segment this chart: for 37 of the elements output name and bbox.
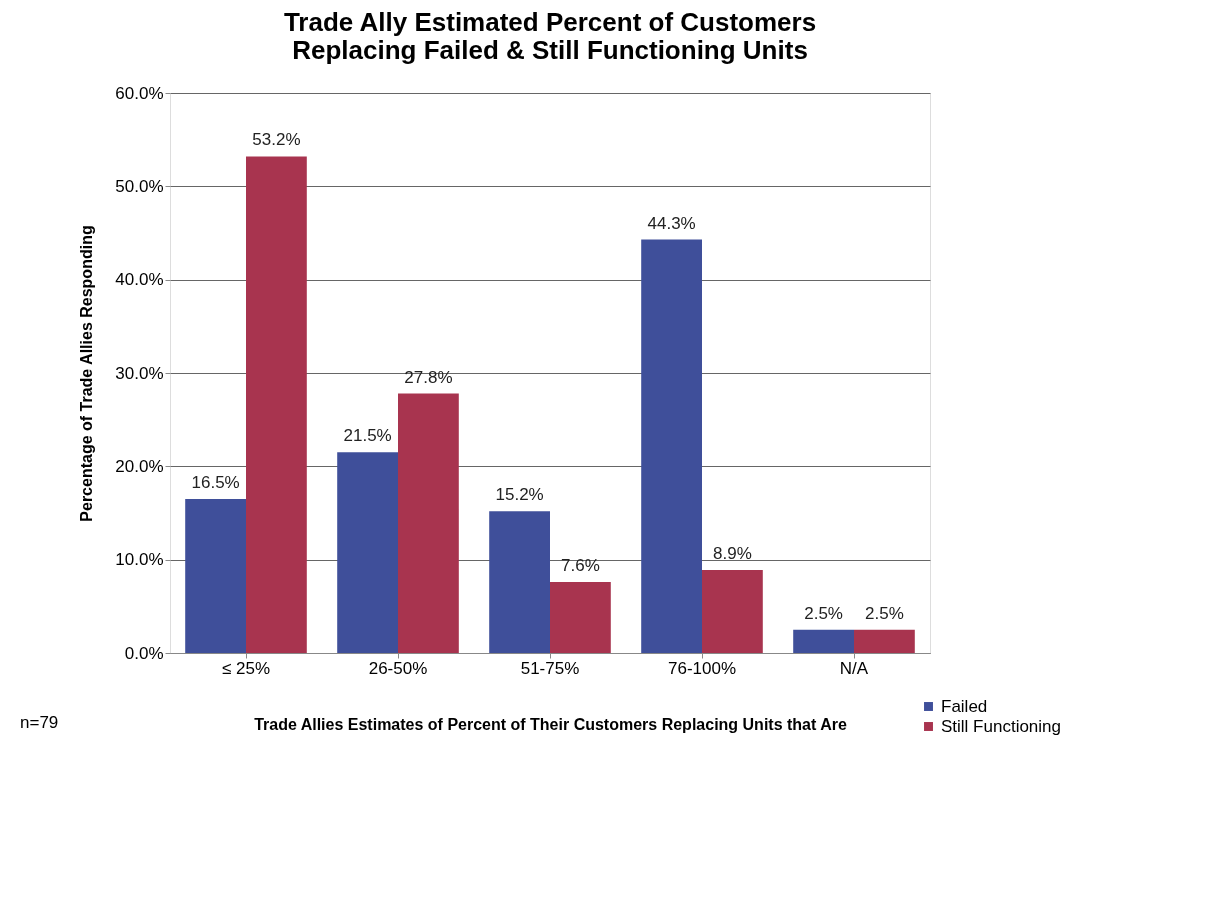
y-tick-label: 10.0% bbox=[115, 550, 164, 570]
y-tick-label: 60.0% bbox=[115, 83, 164, 103]
data-label: 2.5% bbox=[865, 603, 904, 623]
data-label: 16.5% bbox=[191, 473, 240, 492]
bar bbox=[641, 239, 702, 653]
x-tick-label: ≤ 25% bbox=[221, 658, 271, 678]
y-tick-label: 0.0% bbox=[124, 643, 164, 663]
bar bbox=[337, 452, 398, 653]
y-tick-label: 40.0% bbox=[115, 270, 164, 290]
legend-label: Failed bbox=[941, 696, 988, 716]
x-tick-label: 76-100% bbox=[667, 658, 737, 678]
bar bbox=[702, 569, 763, 653]
bar bbox=[550, 582, 611, 653]
legend-label: Still Functioning bbox=[941, 716, 1062, 736]
y-tick-label: 30.0% bbox=[115, 363, 164, 383]
y-tick-label: 50.0% bbox=[115, 176, 164, 196]
x-tick-label: N/A bbox=[839, 658, 869, 678]
text: n=79 bbox=[20, 713, 59, 732]
x-tick-label: 26-50% bbox=[368, 658, 428, 678]
chart-title: Trade Ally Estimated Percent of Customers Replacing Failed & Still Functioning Units bbox=[283, 7, 817, 65]
bar bbox=[793, 629, 854, 653]
data-label: 8.9% bbox=[713, 543, 752, 563]
x-axis-title: Trade Allies Estimates of Percent of Their Customers Replacing Units that Are bbox=[254, 715, 847, 733]
data-label: 21.5% bbox=[343, 426, 392, 446]
data-label: 44.3% bbox=[647, 213, 696, 233]
data-label: 2.5% bbox=[804, 603, 843, 623]
bar bbox=[398, 393, 459, 653]
bar bbox=[854, 629, 915, 653]
bar bbox=[489, 511, 550, 653]
x-tick-label: 51-75% bbox=[520, 658, 580, 678]
data-label: 7.6% bbox=[561, 556, 600, 576]
y-axis-title: Percentage of Trade Allies Responding bbox=[78, 225, 96, 522]
data-label: 15.2% bbox=[495, 485, 544, 505]
bar bbox=[185, 499, 246, 653]
data-label: 53.2% bbox=[252, 130, 301, 150]
bar bbox=[246, 156, 307, 653]
y-tick-label: 20.0% bbox=[115, 456, 164, 476]
